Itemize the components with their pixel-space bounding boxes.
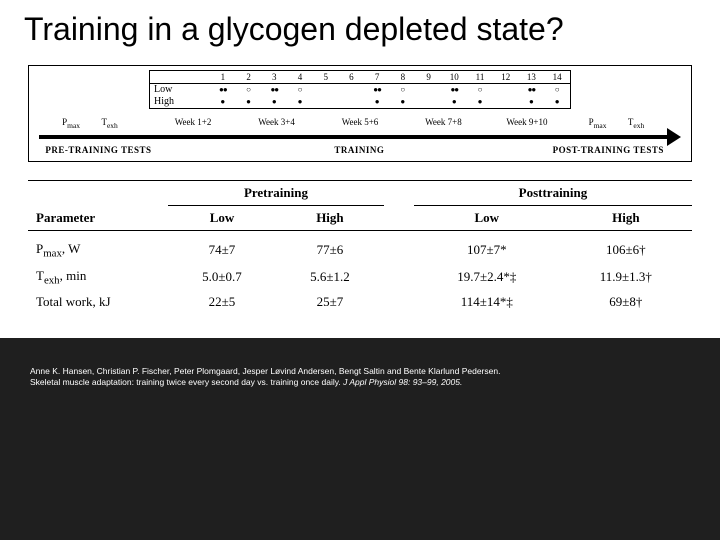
day-num: 7 [364,71,390,83]
day-header-row: 1 2 3 4 5 6 7 8 9 10 11 12 13 14 [149,70,571,84]
dot-open-icon [236,84,262,96]
timeline-label: Week 5+6 [342,117,379,127]
value-cell: 77±6 [276,231,384,264]
row-label: Low [150,84,210,96]
dot-one-icon [390,96,416,108]
sub-header: Low [168,206,276,231]
dot-one-icon [287,96,313,108]
day-num: 10 [441,71,467,83]
dot-one-icon [236,96,262,108]
slide-title: Training in a glycogen depleted state? [0,0,720,55]
dot-one-icon [261,96,287,108]
empty-cell [416,84,442,96]
empty-cell [416,96,442,108]
param-cell: Total work, kJ [28,290,168,314]
dot-filled-icon [261,84,287,96]
dot-filled-icon [210,84,236,96]
citation-line: Anne K. Hansen, Christian P. Fischer, Pe… [30,366,690,377]
timeline-label: Texh [101,117,117,130]
value-cell: 5.6±1.2 [276,264,384,291]
timeline-label: Week 3+4 [258,117,295,127]
spacer-cell [384,231,414,264]
timeline-section-label: TRAINING [334,145,384,155]
arrow-line [39,135,671,139]
dot-one-icon [364,96,390,108]
dot-one-icon [519,96,545,108]
dot-open-icon [544,84,570,96]
dot-one-icon [467,96,493,108]
empty-cell [339,84,365,96]
sub-header: High [560,206,692,231]
value-cell: 107±7* [414,231,560,264]
arrow-head-icon [667,128,681,146]
day-num: 1 [210,71,236,83]
value-cell: 114±14*‡ [414,290,560,314]
table-row: Total work, kJ22±525±7 114±14*‡69±8† [28,290,692,314]
table-row: Pmax, W74±777±6 107±7*106±6† [28,231,692,264]
day-num: 12 [493,71,519,83]
timeline-label: Pmax [62,117,80,130]
dots-row: Low [149,84,571,96]
value-cell: 25±7 [276,290,384,314]
results-table: Pretraining Posttraining Parameter Low H… [28,180,692,314]
param-cell: Pmax, W [28,231,168,264]
citation-line: Skeletal muscle adaptation: training twi… [30,377,690,388]
timeline-label: Texh [628,117,644,130]
value-cell: 74±7 [168,231,276,264]
sub-header: Low [414,206,560,231]
dots-row: High [149,96,571,109]
dot-open-icon [287,84,313,96]
value-cell: 5.0±0.7 [168,264,276,291]
day-num: 3 [261,71,287,83]
dot-filled-icon [441,84,467,96]
day-num: 5 [313,71,339,83]
sub-header: High [276,206,384,231]
empty-cell [493,96,519,108]
dot-open-icon [467,84,493,96]
param-cell: Texh, min [28,264,168,291]
day-num: 2 [236,71,262,83]
day-num: 6 [339,71,365,83]
timeline-section-label: PRE-TRAINING TESTS [45,145,151,155]
empty-cell [493,84,519,96]
timeline-label: Week 9+10 [506,117,547,127]
row-label: High [150,96,210,108]
empty-cell [313,96,339,108]
timeline-label: Week 7+8 [425,117,462,127]
day-num: 13 [519,71,545,83]
value-cell: 19.7±2.4*‡ [414,264,560,291]
empty-cell [339,96,365,108]
dot-one-icon [544,96,570,108]
timeline-section-label: POST-TRAINING TESTS [553,145,664,155]
day-num: 14 [544,71,570,83]
value-cell: 106±6† [560,231,692,264]
dot-one-icon [210,96,236,108]
timeline-label: Pmax [589,117,607,130]
day-num: 11 [467,71,493,83]
day-num: 8 [390,71,416,83]
dot-open-icon [390,84,416,96]
dot-filled-icon [364,84,390,96]
day-num: 9 [416,71,442,83]
spacer-cell [384,290,414,314]
table-row: Texh, min5.0±0.75.6±1.2 19.7±2.4*‡11.9±1.… [28,264,692,291]
day-num: 4 [287,71,313,83]
timeline-figure: 1 2 3 4 5 6 7 8 9 10 11 12 13 14 LowHigh… [28,65,692,162]
group-header: Posttraining [414,181,692,206]
citation: Anne K. Hansen, Christian P. Fischer, Pe… [0,338,720,388]
value-cell: 22±5 [168,290,276,314]
value-cell: 11.9±1.3† [560,264,692,291]
timeline-arrow-area: Pmax Texh Week 1+2 Week 3+4 Week 5+6 Week 7+8… [39,117,681,157]
timeline-label: Week 1+2 [175,117,212,127]
param-header: Parameter [28,206,168,231]
dot-filled-icon [519,84,545,96]
group-header: Pretraining [168,181,384,206]
dot-one-icon [441,96,467,108]
value-cell: 69±8† [560,290,692,314]
empty-cell [313,84,339,96]
spacer-cell [384,264,414,291]
